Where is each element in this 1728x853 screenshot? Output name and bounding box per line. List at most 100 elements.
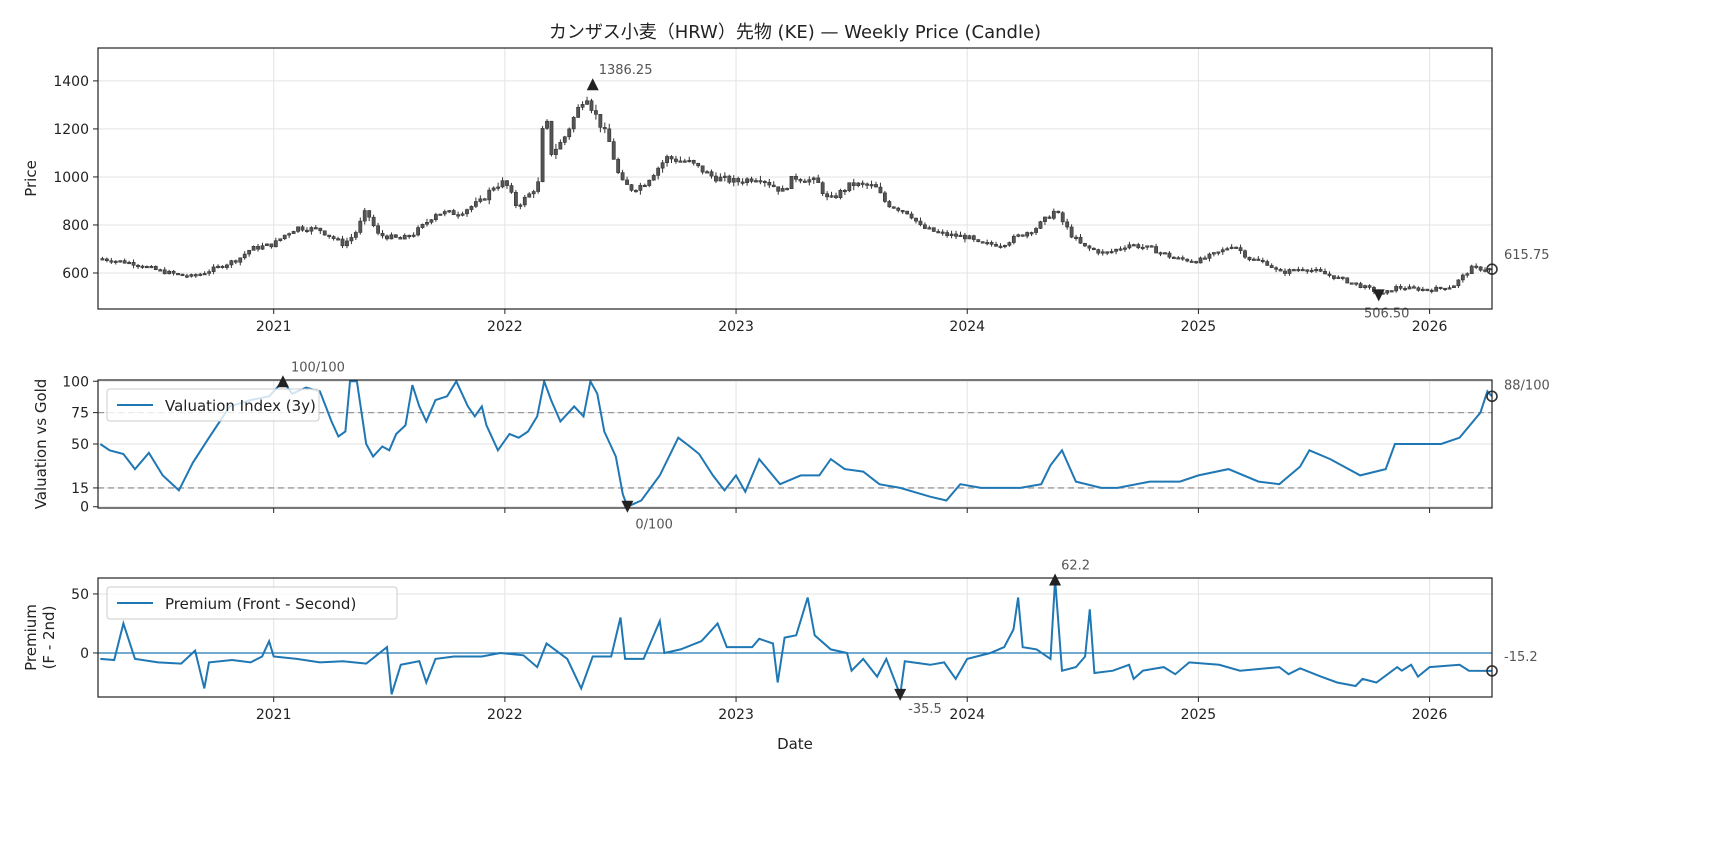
min-marker [894,688,907,701]
candle-body [296,226,300,232]
candle-body [1438,286,1443,290]
candle-body [1176,257,1181,260]
candle-body [1136,244,1141,249]
candle-body [1216,251,1221,254]
candle-body [1171,256,1176,259]
candle-body [1474,265,1479,268]
candle-body [362,210,367,222]
legend-label: Valuation Index (3y) [165,397,316,415]
max-marker [1049,573,1062,586]
candle-body [860,182,865,185]
candle-body [1265,261,1270,266]
candle-body [834,195,838,198]
last-value-label: -15.2 [1504,650,1538,665]
candle-body [731,178,736,183]
candle-body [1211,252,1216,255]
candle-body [669,156,674,160]
candle-body [425,222,429,225]
candle-body [958,234,963,237]
candle-body [1327,273,1332,276]
candle-body [487,189,492,201]
candle-body [1363,285,1367,288]
candle-body [1198,257,1203,264]
candle-body [1163,252,1167,255]
x-tick-label: 2023 [718,319,754,335]
candle-body [602,127,607,130]
x-tick-label: 2023 [718,707,754,723]
max-label: 62.2 [1061,559,1090,574]
candle-body [727,175,732,183]
candle-body [420,223,425,228]
series-line [100,579,1492,696]
candle-body [1269,265,1274,269]
x-tick-label: 2025 [1181,319,1217,335]
plot-area [100,96,1492,295]
candle-body [905,210,910,215]
candle-body [629,184,634,191]
candle-body [349,237,354,242]
candle-body [193,274,198,277]
candle-body [1287,269,1292,274]
min-label: -35.5 [908,702,942,717]
candle-body [878,186,883,194]
candle-body [691,159,696,164]
candle-body [1483,269,1487,272]
legend: Premium (Front - Second) [106,586,398,620]
candle-body [1016,234,1021,237]
x-tick-label: 2026 [1412,319,1448,335]
candle-body [682,160,687,163]
candle-body [411,234,416,237]
x-tick-label: 2026 [1412,707,1448,723]
x-tick-label: 2022 [487,707,523,723]
min-marker [1372,289,1385,302]
candle-body [527,193,532,198]
candle-body [847,182,852,192]
candle-body [651,175,656,181]
panel-3: 2021 2022 2023 2024 2025 2026 0 50 Premium (F - 2… [22,559,1538,723]
candle-body [714,175,718,182]
candle-body [1420,288,1425,291]
candle-body [1043,216,1047,222]
candle-body [1118,248,1123,251]
candle-body [1069,226,1074,238]
candle-body [1167,252,1172,258]
y-tick-label: 0 [80,500,89,516]
candle-body [131,261,136,266]
candle-body [278,238,283,241]
max-marker [276,375,289,388]
candle-body [460,213,465,216]
candle-body [216,265,220,268]
candle-body [1469,265,1474,275]
candle-body [1314,269,1319,272]
candle-body [656,167,661,176]
candle-body [1416,287,1421,291]
candle-body [918,220,923,226]
candle-body [576,106,581,118]
candle-body [207,271,212,274]
candle-body [745,178,749,184]
candle-body [1358,283,1363,288]
candle-body [625,179,629,185]
y-tick-label: 1000 [53,170,89,186]
candle-body [1243,250,1247,258]
candle-body [238,257,243,263]
candle-body [762,180,767,184]
candle-body [540,128,545,183]
candle-body [122,260,127,264]
candle-body [1109,251,1114,254]
candle-body [469,206,474,210]
candle-body [923,224,927,229]
candle-body [300,226,305,231]
candle-body [1465,273,1470,276]
candle-body [594,110,598,115]
candle-body [896,207,901,211]
candle-body [620,172,625,181]
candle-body [389,234,394,240]
y-tick-label: 800 [62,218,89,234]
candle-body [891,206,896,209]
candle-body [1318,269,1323,272]
candle-body [567,128,572,138]
candle-body [269,243,274,248]
candle-body [611,141,616,160]
y-tick-label: 0 [80,646,89,662]
